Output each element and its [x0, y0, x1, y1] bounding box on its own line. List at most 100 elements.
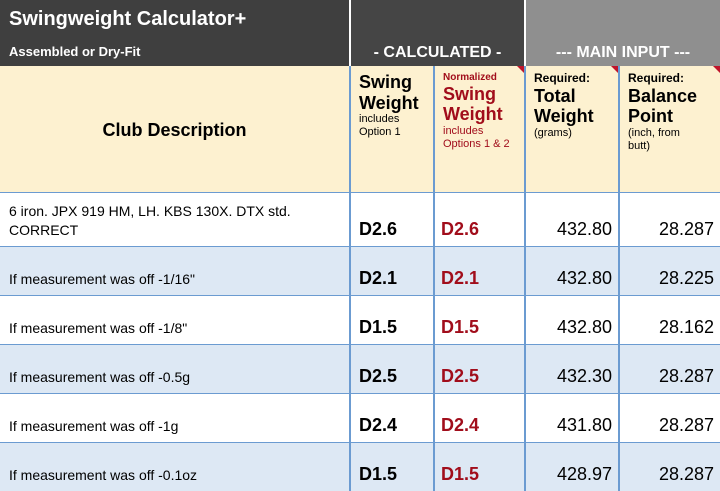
header-bp-note2: butt)	[628, 139, 651, 152]
total-weight-value: 432.80	[556, 219, 612, 239]
description-text: 6 iron. JPX 919 HM, LH. KBS 130X. DTX st…	[9, 203, 291, 239]
cell-description[interactable]: If measurement was off -1/8"	[0, 296, 351, 344]
header-balance-point[interactable]: Required: Balance Point (inch, from butt…	[620, 66, 720, 192]
data-rows: 6 iron. JPX 919 HM, LH. KBS 130X. DTX st…	[0, 192, 720, 491]
balance-point-value: 28.287	[658, 464, 714, 484]
swing-weight-value: D2.4	[359, 415, 398, 435]
cell-total-weight[interactable]: 432.30	[526, 345, 620, 393]
normalized-value: D2.1	[441, 268, 480, 288]
description-text: If measurement was off -1g	[9, 418, 179, 435]
cell-description[interactable]: If measurement was off -0.5g	[0, 345, 351, 393]
swing-weight-value: D2.6	[359, 219, 398, 239]
balance-point-value: 28.225	[658, 268, 714, 288]
header-label-description: Club Description	[102, 120, 247, 140]
header-total-weight[interactable]: Required: Total Weight (grams)	[526, 66, 620, 192]
cell-description[interactable]: If measurement was off -1g	[0, 394, 351, 442]
cell-total-weight[interactable]: 432.80	[526, 193, 620, 246]
header-bp-required: Required:	[628, 71, 685, 85]
normalized-value: D1.5	[441, 317, 480, 337]
cell-total-weight[interactable]: 431.80	[526, 394, 620, 442]
table-row: If measurement was off -1/8" D1.5 D1.5 4…	[0, 295, 720, 344]
cell-description[interactable]: 6 iron. JPX 919 HM, LH. KBS 130X. DTX st…	[0, 193, 351, 246]
cell-total-weight[interactable]: 428.97	[526, 443, 620, 491]
cell-balance-point[interactable]: 28.287	[620, 394, 720, 442]
normalized-value: D2.5	[441, 366, 480, 386]
swing-weight-value: D2.1	[359, 268, 398, 288]
balance-point-value: 28.287	[658, 366, 714, 386]
table-row: If measurement was off -1g D2.4 D2.4 431…	[0, 393, 720, 442]
cell-balance-point[interactable]: 28.162	[620, 296, 720, 344]
cell-swing-weight[interactable]: D2.5	[351, 345, 435, 393]
cell-normalized[interactable]: D1.5	[435, 443, 526, 491]
header-tw-note: (grams)	[534, 127, 572, 140]
header-normalized-swing-weight[interactable]: Normalized Swing Weight includes Options…	[435, 66, 526, 192]
sheet-subtitle: Assembled or Dry-Fit	[9, 44, 141, 59]
header-nsw-line2: Weight	[443, 104, 503, 125]
cell-swing-weight[interactable]: D2.4	[351, 394, 435, 442]
normalized-value: D2.4	[441, 415, 480, 435]
group-label-calculated: - CALCULATED -	[373, 44, 502, 61]
comment-indicator-icon[interactable]	[517, 66, 524, 73]
header-nsw-line1: Swing	[443, 83, 496, 104]
header-bp-note1: (inch, from	[628, 127, 680, 140]
balance-point-value: 28.162	[658, 317, 714, 337]
header-tw-required: Required:	[534, 71, 591, 85]
header-swing-weight[interactable]: Swing Weight includes Option 1	[351, 66, 435, 192]
cell-swing-weight[interactable]: D2.1	[351, 247, 435, 295]
cell-total-weight[interactable]: 432.80	[526, 247, 620, 295]
group-header-main-input[interactable]: --- MAIN INPUT ---	[526, 0, 720, 66]
swing-weight-value: D1.5	[359, 317, 398, 337]
description-text: If measurement was off -1/16"	[9, 271, 196, 288]
table-row: If measurement was off -0.5g D2.5 D2.5 4…	[0, 344, 720, 393]
header-nsw-tag: Normalized	[443, 72, 497, 83]
cell-normalized[interactable]: D2.6	[435, 193, 526, 246]
balance-point-value: 28.287	[658, 415, 714, 435]
cell-balance-point[interactable]: 28.287	[620, 345, 720, 393]
total-weight-value: 431.80	[556, 415, 612, 435]
header-nsw-note1: includes	[443, 124, 484, 137]
cell-total-weight[interactable]: 432.80	[526, 296, 620, 344]
cell-normalized[interactable]: D2.4	[435, 394, 526, 442]
group-label-main-input: --- MAIN INPUT ---	[555, 44, 691, 61]
cell-swing-weight[interactable]: D2.6	[351, 193, 435, 246]
balance-point-value: 28.287	[658, 219, 714, 239]
title-cell[interactable]: Swingweight Calculator+ Assembled or Dry…	[0, 0, 349, 66]
description-text: If measurement was off -0.1oz	[9, 467, 198, 484]
header-sw-note2: Option 1	[359, 126, 401, 139]
sheet-title: Swingweight Calculator+	[9, 8, 247, 30]
total-weight-value: 428.97	[556, 464, 612, 484]
table-row: 6 iron. JPX 919 HM, LH. KBS 130X. DTX st…	[0, 192, 720, 246]
header-bp-line2: Point	[628, 106, 673, 127]
normalized-value: D2.6	[441, 219, 480, 239]
total-weight-value: 432.80	[556, 317, 612, 337]
normalized-value: D1.5	[441, 464, 480, 484]
cell-normalized[interactable]: D2.1	[435, 247, 526, 295]
swing-weight-value: D1.5	[359, 464, 398, 484]
description-text: If measurement was off -0.5g	[9, 369, 191, 386]
header-bp-line1: Balance	[628, 85, 698, 106]
table-row: If measurement was off -0.1oz D1.5 D1.5 …	[0, 442, 720, 491]
cell-description[interactable]: If measurement was off -0.1oz	[0, 443, 351, 491]
cell-swing-weight[interactable]: D1.5	[351, 443, 435, 491]
cell-description[interactable]: If measurement was off -1/16"	[0, 247, 351, 295]
cell-balance-point[interactable]: 28.287	[620, 193, 720, 246]
comment-indicator-icon[interactable]	[611, 66, 618, 73]
cell-normalized[interactable]: D1.5	[435, 296, 526, 344]
header-tw-line1: Total	[534, 85, 576, 106]
group-header-calculated[interactable]: - CALCULATED -	[351, 0, 524, 66]
swing-weight-value: D2.5	[359, 366, 398, 386]
header-club-description[interactable]: Club Description	[0, 66, 351, 192]
cell-normalized[interactable]: D2.5	[435, 345, 526, 393]
header-tw-line2: Weight	[534, 106, 594, 127]
comment-indicator-icon[interactable]	[713, 66, 720, 73]
header-nsw-note2: Options 1 & 2	[443, 137, 510, 150]
cell-balance-point[interactable]: 28.225	[620, 247, 720, 295]
header-sw-line1: Swing	[359, 72, 412, 92]
table-row: If measurement was off -1/16" D2.1 D2.1 …	[0, 246, 720, 295]
cell-swing-weight[interactable]: D1.5	[351, 296, 435, 344]
header-sw-note1: includes	[359, 113, 400, 126]
cell-balance-point[interactable]: 28.287	[620, 443, 720, 491]
header-sw-line2: Weight	[359, 92, 419, 113]
total-weight-value: 432.80	[556, 268, 612, 288]
